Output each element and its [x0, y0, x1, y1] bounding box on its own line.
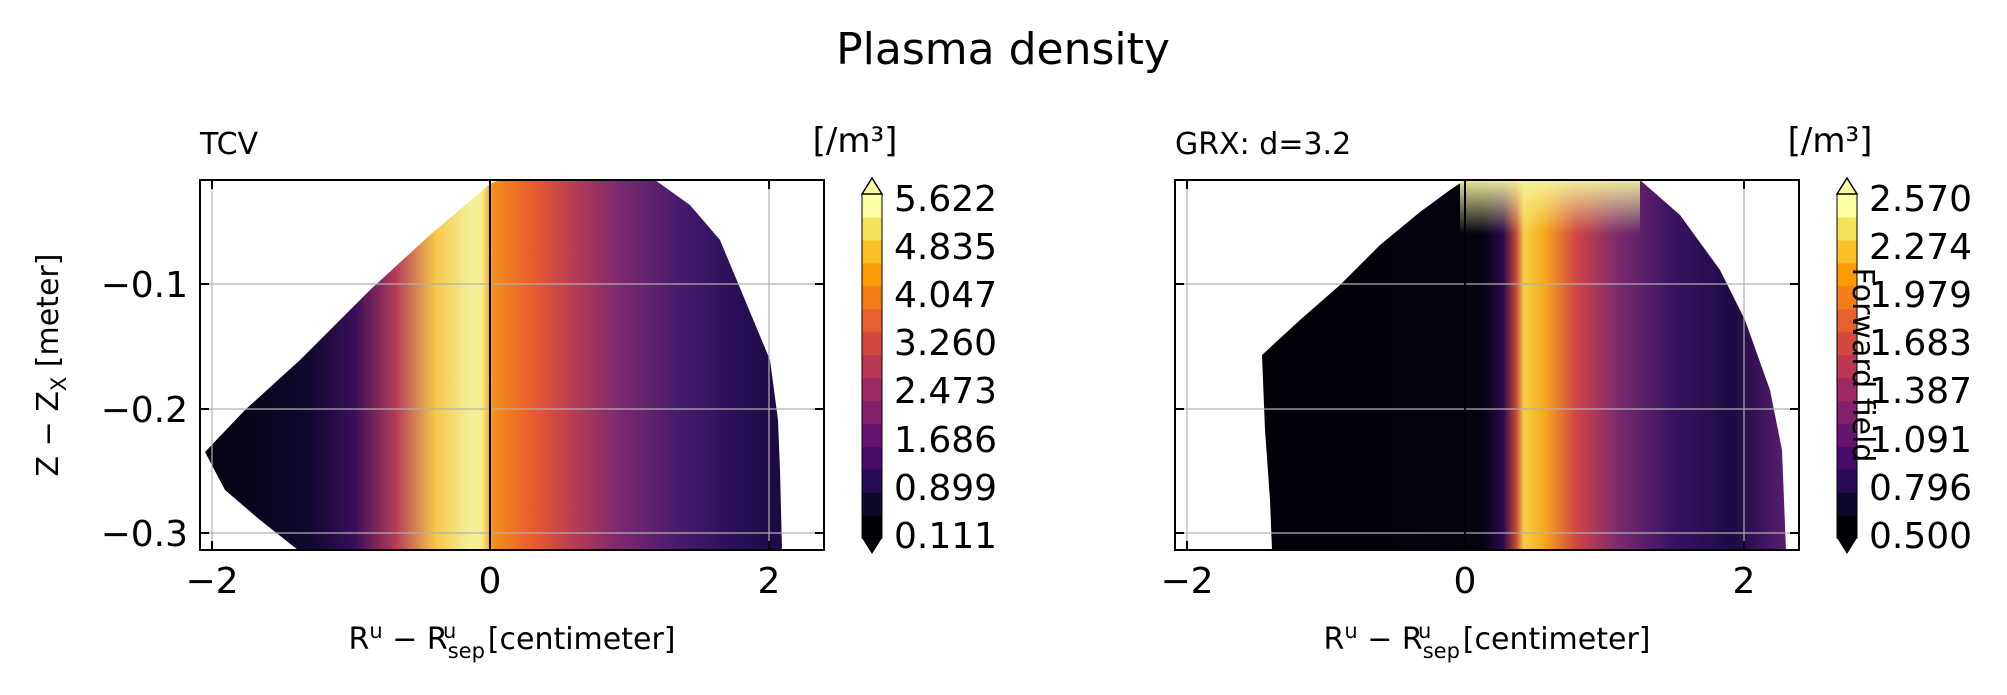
colorbar-tick: 0.111	[894, 516, 997, 557]
panel-grx: GRX: d=3.2 −2 0 2 Ru − Rsepu [centimeter…	[1160, 121, 1972, 663]
colorbar-tick: 4.047	[894, 275, 997, 316]
x-axis-label: Ru − Rsepu [centimeter]	[1324, 619, 1651, 663]
x-tick-label: 0	[479, 561, 502, 602]
colorbar-band	[862, 400, 882, 424]
colorbar-band	[862, 262, 882, 287]
colorbar-band	[862, 492, 882, 516]
plot-frame	[1174, 179, 1800, 551]
colorbar-tick: 2.473	[894, 371, 997, 412]
colorbar-tick: 2.274	[1869, 227, 1972, 268]
plot-frame	[199, 179, 825, 551]
colorbar-band	[862, 331, 882, 356]
colorbar-band	[1837, 216, 1857, 241]
x-tick-label: 2	[758, 561, 781, 602]
colorbar-band	[1837, 239, 1857, 264]
colorbar-extend-min	[1837, 538, 1857, 554]
colorbar-band	[1837, 308, 1857, 333]
colorbar-band	[1837, 354, 1857, 379]
density-field	[1262, 180, 1786, 550]
colorbar-band	[1837, 194, 1857, 218]
grid	[200, 180, 824, 550]
colorbar-tick: 1.091	[1869, 420, 1972, 461]
y-tick-label: −0.2	[101, 390, 188, 431]
colorbar-band	[1837, 331, 1857, 356]
x-ticks	[200, 180, 824, 550]
colorbar-tick: 2.570	[1869, 179, 1972, 220]
density-core	[1460, 180, 1640, 300]
colorbar-band	[1837, 469, 1857, 493]
colorbar-tick: 0.796	[1869, 468, 1972, 509]
x-tick-label: −2	[1160, 561, 1213, 602]
x-tick-label: 2	[1733, 561, 1756, 602]
colorbar-extend-min	[862, 538, 882, 554]
colorbar-tick: 0.899	[894, 468, 997, 509]
colorbar-band	[862, 377, 882, 401]
colorbar-band	[1837, 377, 1857, 401]
colorbar-tick-labels: 5.622 4.835 4.047 3.260 2.473 1.686 0.89…	[894, 179, 997, 557]
colorbar-band	[862, 423, 882, 447]
panel-tcv: TCV −2 0 2 −0.1 −0.2 −0.3 Ru − Rsepu [ce…	[31, 121, 997, 663]
colorbar-tick-labels: 2.570 2.274 1.979 1.683 1.387 1.091 0.79…	[1869, 179, 1972, 557]
colorbar-band	[862, 354, 882, 379]
x-tick-label: 0	[1454, 561, 1477, 602]
colorbar-band	[862, 285, 882, 310]
colorbar-tick: 1.979	[1869, 275, 1972, 316]
colorbar-tick: 5.622	[894, 179, 997, 220]
colorbar-band	[1837, 492, 1857, 516]
colorbar-band	[862, 194, 882, 218]
y-axis-label: Z − ZX [meter]	[31, 254, 71, 477]
colorbar-band	[1837, 423, 1857, 447]
colorbar-band	[862, 446, 882, 470]
panel-title: TCV	[199, 127, 259, 162]
colorbar-bands	[860, 176, 884, 554]
panel-title: GRX: d=3.2	[1175, 127, 1351, 162]
colorbar-extend-max	[860, 176, 884, 195]
colorbar-band	[862, 308, 882, 333]
x-tick-label: −2	[185, 561, 238, 602]
colorbar-band	[1837, 285, 1857, 310]
colorbar-band	[1837, 262, 1857, 287]
y-tick-label: −0.3	[101, 514, 188, 555]
colorbar-tick: 0.500	[1869, 516, 1972, 557]
colorbar-band	[1837, 515, 1857, 539]
colorbar-extend-max	[1835, 176, 1859, 195]
colorbar-tick: 1.387	[1869, 371, 1972, 412]
colorbar-band	[862, 239, 882, 264]
colorbar-side-label: Forward field	[1845, 268, 1880, 463]
colorbar-band	[1837, 446, 1857, 470]
colorbar-tick: 4.835	[894, 227, 997, 268]
y-tick-label: −0.1	[101, 265, 188, 306]
density-field	[205, 180, 782, 550]
colorbar-band	[1837, 400, 1857, 424]
colorbar-frame	[1836, 193, 1858, 539]
colorbar-tick: 3.260	[894, 323, 997, 364]
grid	[1175, 180, 1799, 550]
colorbar-band	[862, 515, 882, 539]
colorbar-unit-label: [/m³]	[1788, 121, 1873, 161]
colorbar-band	[862, 216, 882, 241]
x-ticks	[1175, 180, 1799, 550]
colorbar-unit-label: [/m³]	[813, 121, 898, 161]
colorbar: [/m³] 2.570 2.274 1.979 1.683 1.387 1.09…	[1788, 121, 1972, 557]
colorbar: [/m³] 5.622 4.835 4.047 3.260 2.473 1.68…	[813, 121, 997, 557]
colorbar-bands	[1835, 176, 1859, 554]
colorbar-band	[862, 469, 882, 493]
x-axis-label: Ru − Rsepu [centimeter]	[349, 619, 676, 663]
figure-title: Plasma density	[836, 24, 1170, 75]
colorbar-tick: 1.686	[894, 420, 997, 461]
colorbar-tick: 1.683	[1869, 323, 1972, 364]
colorbar-frame	[861, 193, 883, 539]
